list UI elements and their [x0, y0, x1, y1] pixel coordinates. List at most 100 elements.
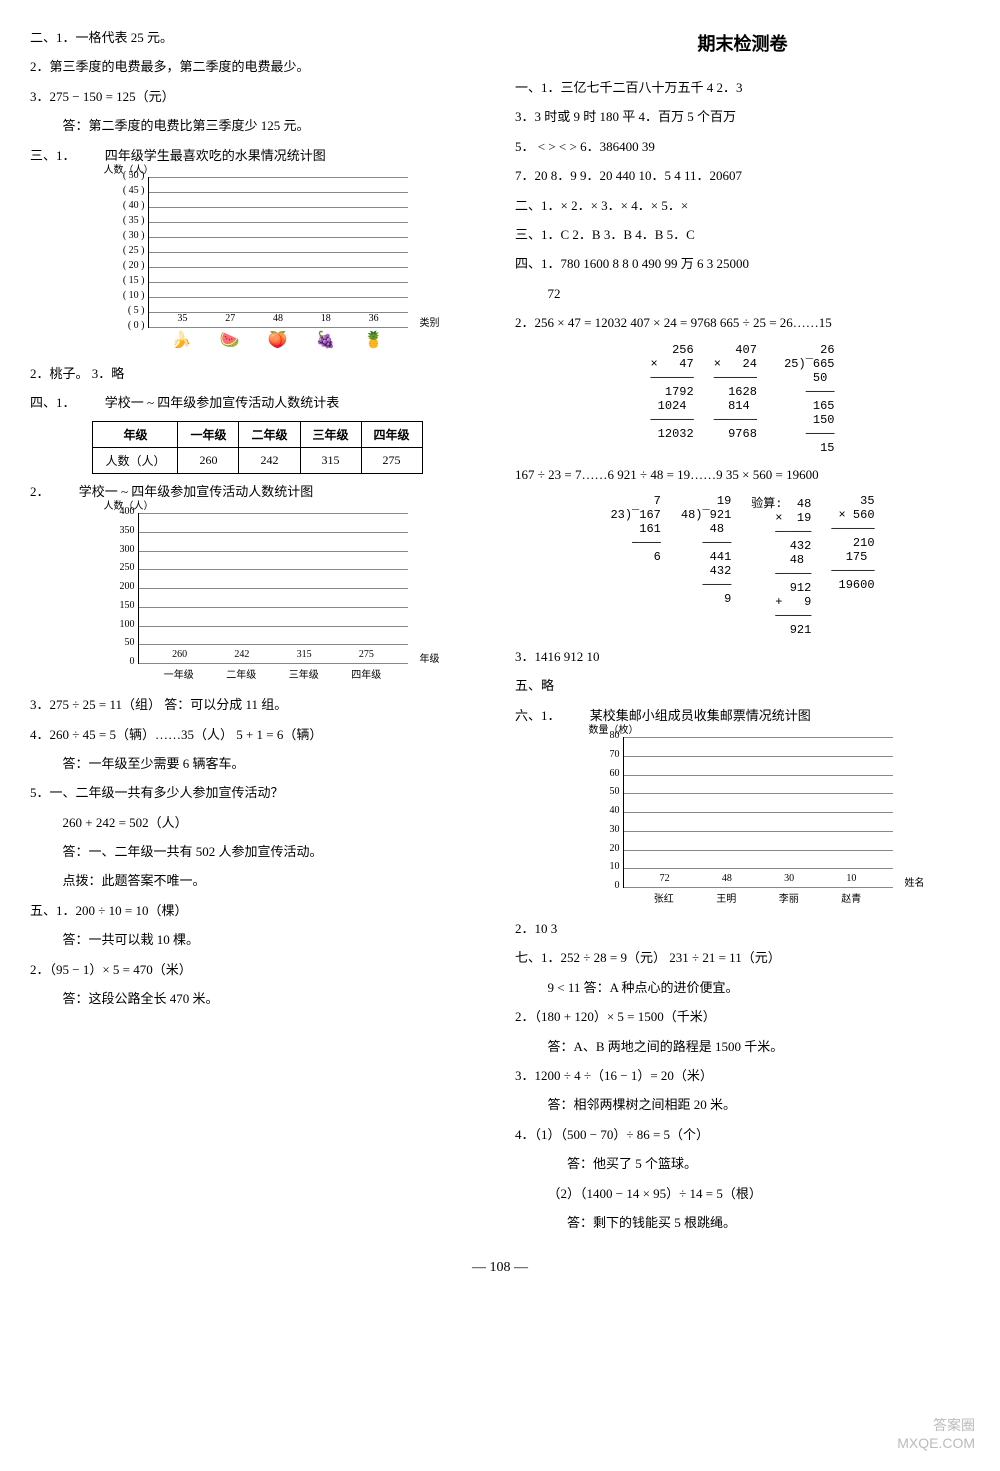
y-tick-label: ( 30 ): [123, 230, 145, 241]
calculation-stack: 26 25)‾665 50 ──── 165 150 ──── 15: [777, 343, 835, 455]
calculation-stack: 验算: 48 × 19 ───── 432 48 ───── 912 + 9 ─…: [751, 494, 811, 637]
label: 三、1．: [30, 148, 76, 163]
bar-value: 10: [846, 873, 856, 884]
y-tick-label: ( 25 ): [123, 245, 145, 256]
bar-value: 242: [234, 649, 249, 660]
table-header: 二年级: [239, 421, 300, 447]
text-line: 2．桃子。 3．略: [30, 362, 485, 385]
y-tick-label: 0: [615, 880, 620, 891]
y-tick-label: ( 0 ): [128, 320, 145, 331]
text-line: 3．275 ÷ 25 = 11（组） 答：可以分成 11 组。: [30, 693, 485, 716]
text-line: 260 + 242 = 502（人）: [63, 811, 486, 834]
text-line: 3．275 − 150 = 125（元）: [30, 85, 485, 108]
text-line: 答：他买了 5 个篮球。: [567, 1152, 970, 1175]
x-tick-label: 三年级: [289, 666, 319, 681]
watermark-text: 答案圈: [897, 1415, 975, 1435]
text-line: 答：一年级至少需要 6 辆客车。: [63, 752, 486, 775]
y-tick-label: 250: [120, 562, 135, 573]
text-line: 7．20 8．9 9．20 440 10．5 4 11．20607: [515, 164, 970, 187]
x-tick-label: 张红: [654, 890, 674, 905]
label: 六、1．: [515, 708, 561, 723]
text-line: 二、1．一格代表 25 元。: [30, 26, 485, 49]
y-tick-label: 20: [610, 843, 620, 854]
calculation-row: 256 × 47 ────── 1792 1024 ────── 12032 4…: [515, 343, 970, 455]
text-line: 五、略: [515, 674, 970, 697]
text-line: 点拨：此题答案不唯一。: [63, 869, 486, 892]
calculation-stack: 35 × 560 ────── 210 175 ────── 19600: [831, 494, 874, 592]
bar-value: 27: [225, 313, 235, 324]
y-tick-label: 400: [120, 506, 135, 517]
text-line: 5．一、二年级一共有多少人参加宣传活动？: [30, 781, 485, 804]
bar-value: 30: [784, 873, 794, 884]
text-line: 9 < 11 答：A 种点心的进价便宜。: [548, 976, 971, 999]
bar-chart-grades: 人数（人） 年级 4003503002502001501005002602423…: [108, 513, 408, 683]
y-tick-label: 300: [120, 544, 135, 555]
text-line: 答：一共可以栽 10 棵。: [63, 928, 486, 951]
y-tick-label: 10: [610, 861, 620, 872]
text-line: 四、1．780 1600 8 8 0 490 99 万 6 3 25000: [515, 252, 970, 275]
y-tick-label: ( 10 ): [123, 290, 145, 301]
calculation-stack: 19 48)‾921 48 ──── 441 432 ──── 9: [681, 494, 731, 606]
text-line: 2．第三季度的电费最多，第二季度的电费最少。: [30, 55, 485, 78]
bar-value: 48: [273, 313, 283, 324]
text-line: 答：剩下的钱能买 5 根跳绳。: [567, 1211, 970, 1234]
bar-chart-stamps: 数量（枚） 姓名 8070605040302010072483010 张红王明李…: [593, 737, 893, 907]
section-head: 四、1． 学校一 ~ 四年级参加宣传活动人数统计表: [30, 391, 485, 414]
y-tick-label: ( 40 ): [123, 200, 145, 211]
watermark-text: MXQE.COM: [897, 1435, 975, 1451]
bar-value: 18: [321, 313, 331, 324]
text-line: 答：第二季度的电费比第三季度少 125 元。: [63, 114, 486, 137]
fruit-icon: 🍇: [316, 330, 336, 350]
page-title: 期末检测卷: [515, 30, 970, 56]
watermark: 答案圈 MXQE.COM: [897, 1415, 975, 1451]
x-axis-label: 类别: [420, 314, 440, 329]
text-line: 167 ÷ 23 = 7……6 921 ÷ 48 = 19……9 35 × 56…: [515, 463, 970, 486]
calculation-stack: 7 23)‾167 161 ──── 6: [610, 494, 660, 564]
text-line: 答：A、B 两地之间的路程是 1500 千米。: [548, 1035, 971, 1058]
fruit-icon: 🍌: [172, 330, 192, 350]
x-axis-label: 姓名: [905, 874, 925, 889]
bar-value: 315: [297, 649, 312, 660]
label: 四、1．: [30, 395, 76, 410]
y-tick-label: 40: [610, 805, 620, 816]
table-cell: 315: [300, 447, 361, 473]
table-title: 学校一 ~ 四年级参加宣传活动人数统计表: [105, 395, 340, 410]
x-tick-label: 一年级: [164, 666, 194, 681]
y-tick-label: 70: [610, 749, 620, 760]
table-cell: 242: [239, 447, 300, 473]
y-tick-label: 50: [125, 637, 135, 648]
text-line: 3．1200 ÷ 4 ÷（16 − 1）= 20（米）: [515, 1064, 970, 1087]
calculation-stack: 407 × 24 ────── 1628 814 ────── 9768: [714, 343, 757, 441]
bar-value: 48: [722, 873, 732, 884]
text-line: 5． < > < > 6．386400 39: [515, 135, 970, 158]
text-line: 2．（95 − 1）× 5 = 470（米）: [30, 958, 485, 981]
text-line: 3．3 时或 9 时 180 平 4．百万 5 个百万: [515, 105, 970, 128]
y-tick-label: ( 50 ): [123, 170, 145, 181]
text-line: 2．256 × 47 = 12032 407 × 24 = 9768 665 ÷…: [515, 311, 970, 334]
text-line: 72: [548, 282, 971, 305]
y-tick-label: 60: [610, 768, 620, 779]
section-head: 2． 学校一 ~ 四年级参加宣传活动人数统计图: [30, 480, 485, 503]
table-cell: 人数（人）: [93, 447, 178, 473]
text-line: 答：相邻两棵树之间相距 20 米。: [548, 1093, 971, 1116]
y-tick-label: 350: [120, 525, 135, 536]
y-tick-label: ( 20 ): [123, 260, 145, 271]
calculation-row: 7 23)‾167 161 ──── 6 19 48)‾921 48 ──── …: [515, 494, 970, 637]
text-line: 三、1．C 2．B 3．B 4．B 5．C: [515, 223, 970, 246]
table-header: 三年级: [300, 421, 361, 447]
fruit-icon: 🍉: [220, 330, 240, 350]
text-line: 2．10 3: [515, 917, 970, 940]
y-tick-label: 150: [120, 600, 135, 611]
bar-chart-fruit: 人数（人） 类别 ( 50 )( 45 )( 40 )( 35 )( 30 )(…: [108, 177, 408, 352]
calculation-stack: 256 × 47 ────── 1792 1024 ────── 12032: [650, 343, 693, 441]
y-tick-label: 80: [610, 730, 620, 741]
text-line: （2）（1400 − 14 × 95）÷ 14 = 5（根）: [548, 1182, 971, 1205]
y-tick-label: 50: [610, 786, 620, 797]
text-line: 答：一、二年级一共有 502 人参加宣传活动。: [63, 840, 486, 863]
table-cell: 275: [361, 447, 422, 473]
table-header: 年级: [93, 421, 178, 447]
text-line: 答：这段公路全长 470 米。: [63, 987, 486, 1010]
y-tick-label: ( 35 ): [123, 215, 145, 226]
y-tick-label: ( 5 ): [128, 305, 145, 316]
text-line: 2．（180 + 120）× 5 = 1500（千米）: [515, 1005, 970, 1028]
